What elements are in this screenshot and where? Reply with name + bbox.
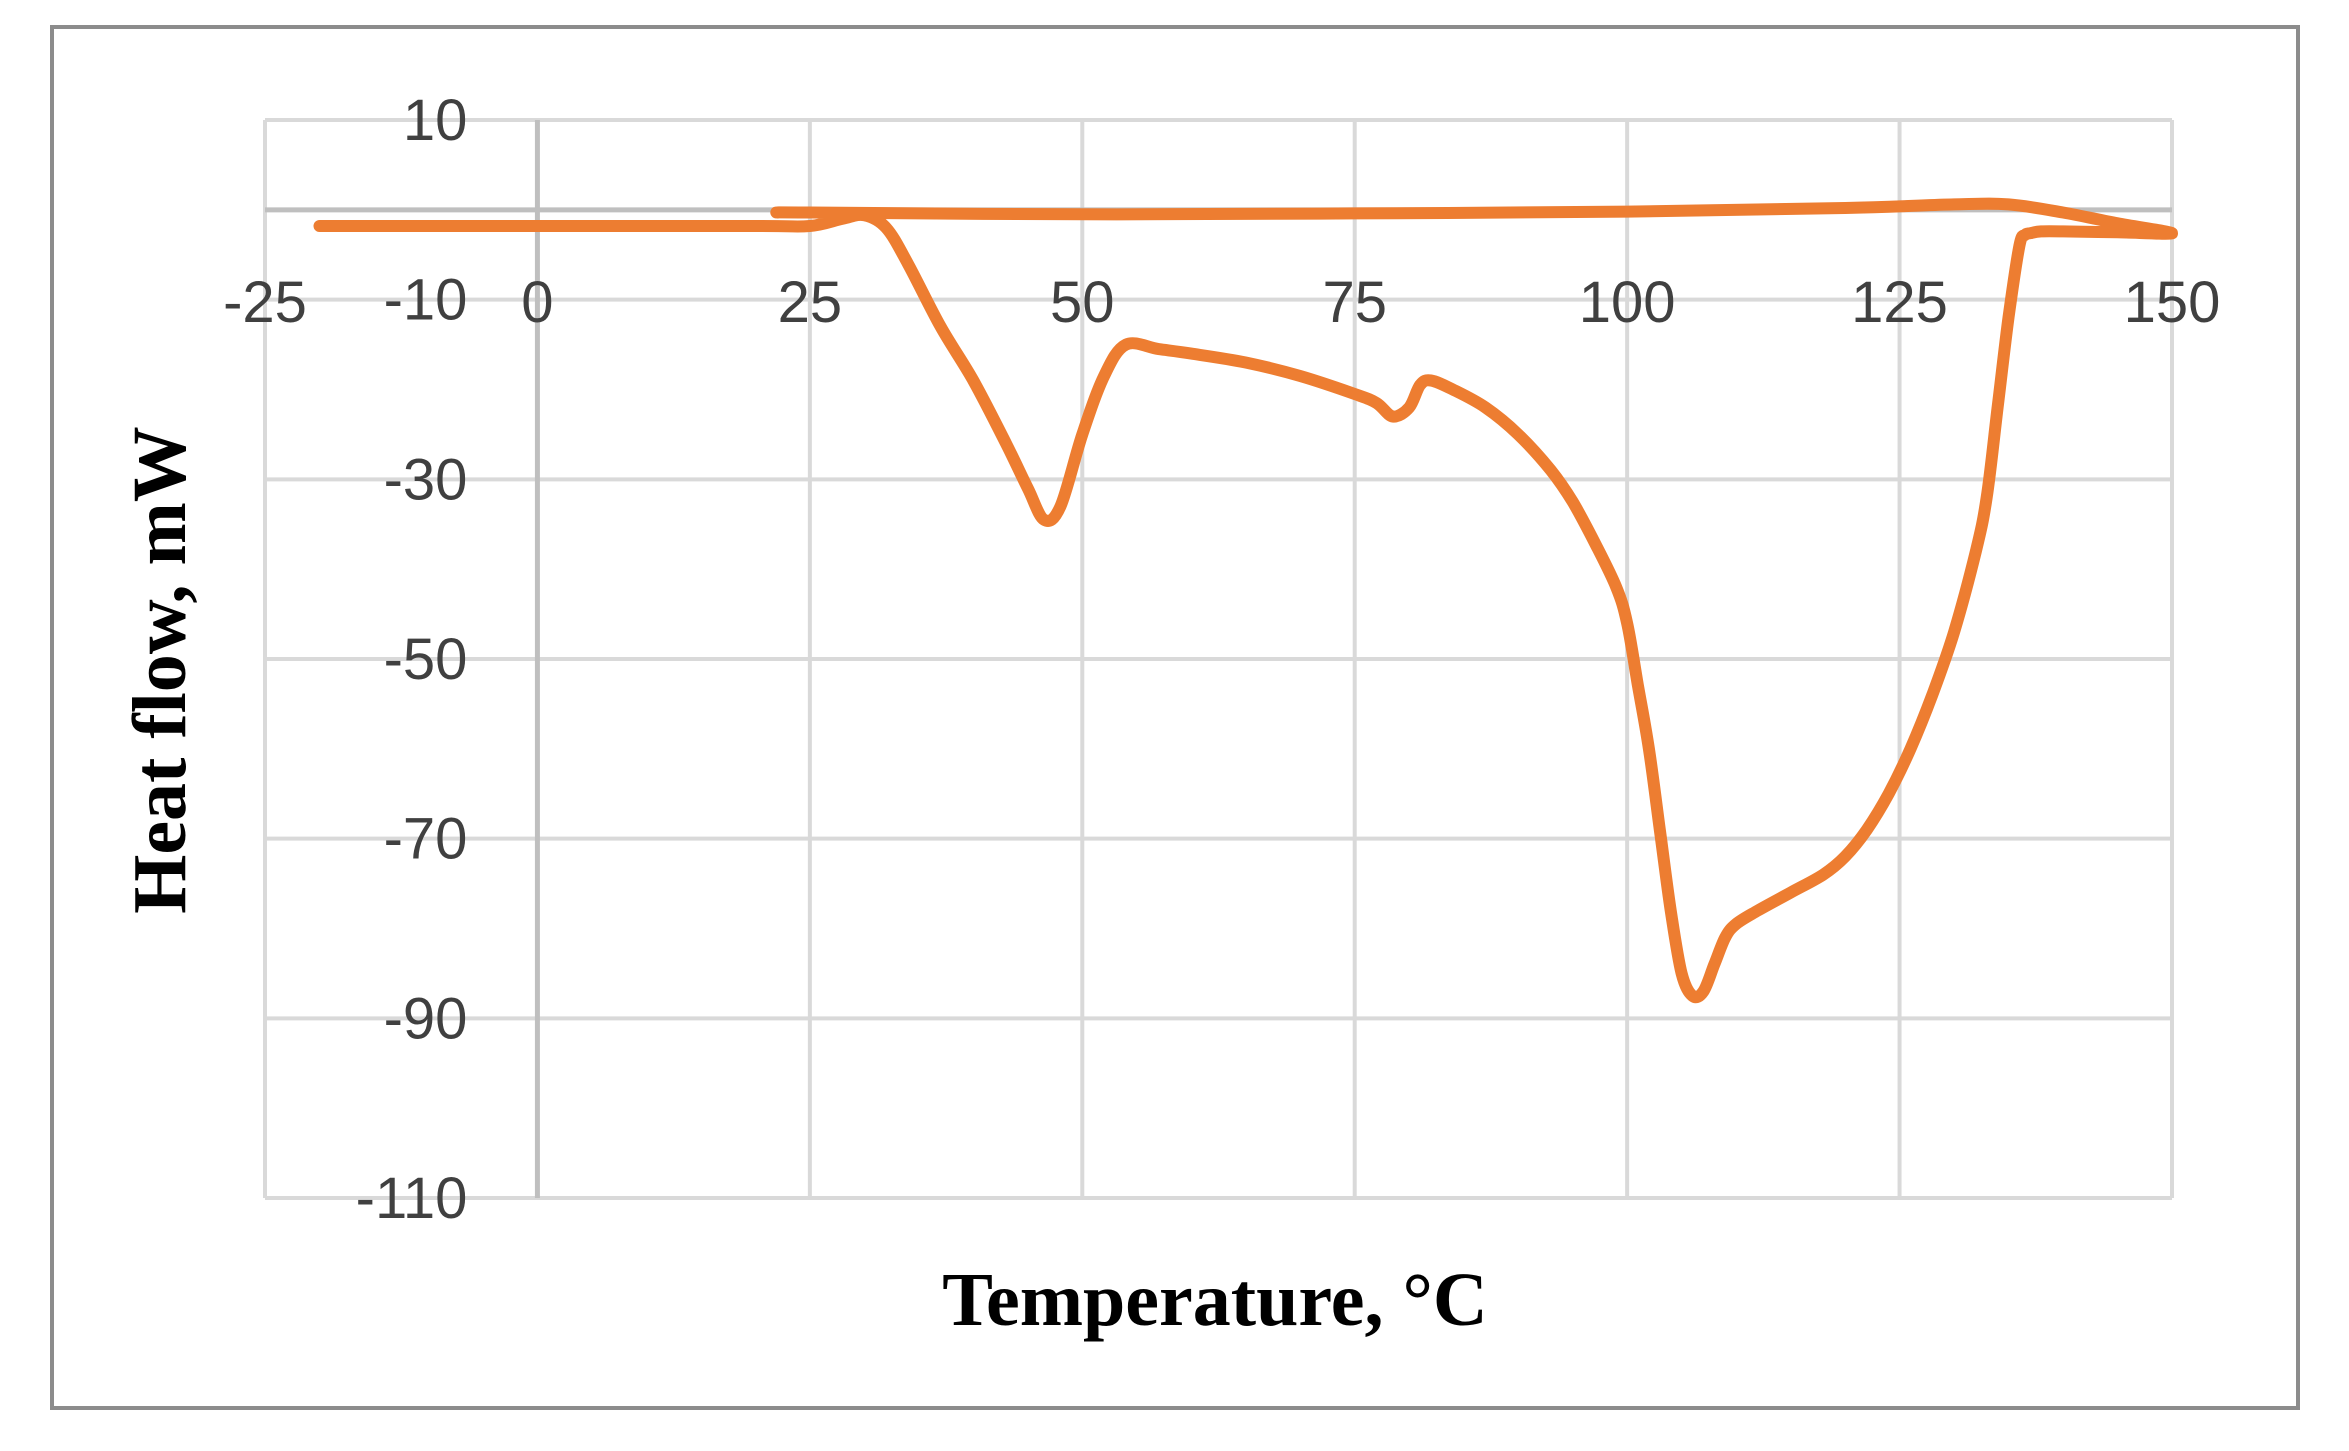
y-axis-title: Heat flow, mW [118,426,202,914]
x-tick-label: 150 [2124,270,2221,335]
y-tick-label: -90 [384,986,468,1051]
x-tick-label: 0 [521,270,553,335]
x-tick-label: 125 [1851,270,1948,335]
series-layer [313,197,2178,1004]
tick-labels: -25 0 25 50 75 100 125 150 10 -10 -30 -50 -70 -90 -110 [223,88,2220,1231]
heat-flow-line [313,197,2178,1004]
x-tick-label: 50 [1050,270,1115,335]
y-tick-label: 10 [403,88,468,153]
y-tick-label: -70 [384,807,468,872]
x-tick-label: 25 [778,270,843,335]
y-tick-label: -110 [356,1166,468,1231]
x-tick-label: -25 [223,270,307,335]
y-tick-label: -30 [384,447,468,512]
gridlines [263,118,2174,1200]
y-tick-label: -50 [384,627,468,692]
y-tick-label: -10 [384,268,468,333]
x-tick-label: 75 [1322,270,1387,335]
x-axis-title: Temperature, °C [942,1258,1487,1342]
x-tick-label: 100 [1579,270,1676,335]
